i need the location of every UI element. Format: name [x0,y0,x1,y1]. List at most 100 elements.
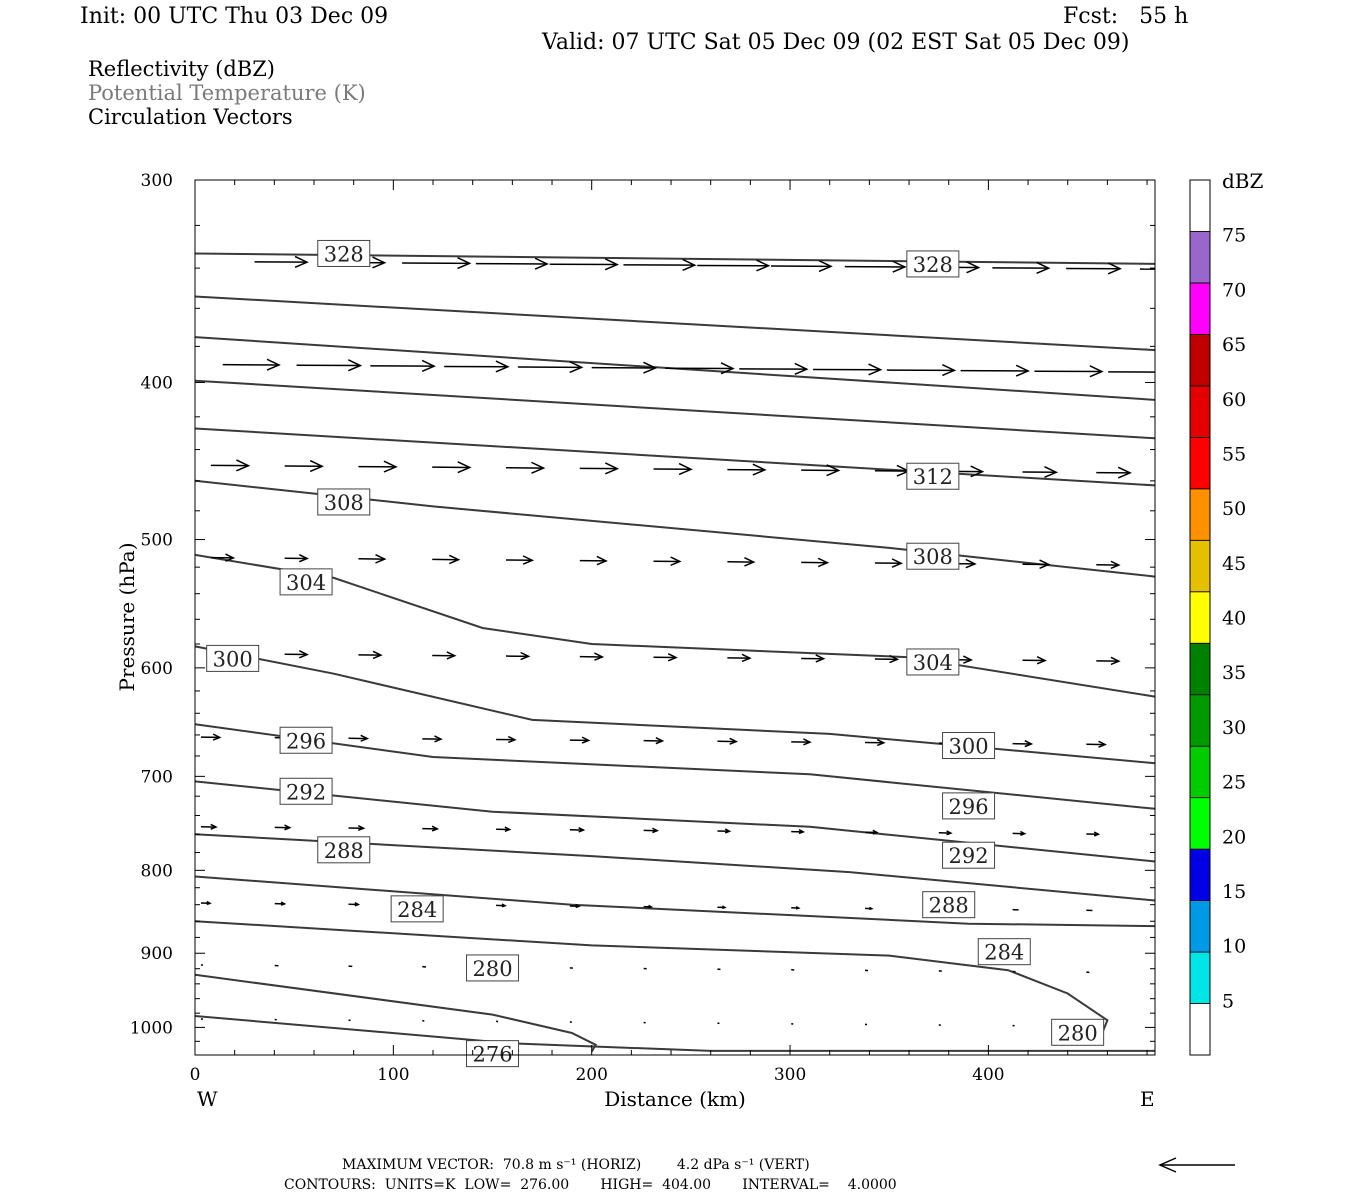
circulation-vector [697,259,771,272]
init-time: Init: 00 UTC Thu 03 Dec 09 [80,4,389,29]
circulation-vector [801,557,830,568]
circulation-vector [496,903,507,908]
contour-label-296: 296 [279,726,333,754]
circulation-vector [717,737,739,745]
y-tick-label: 400 [141,373,173,393]
svg-text:296: 296 [949,795,989,819]
circulation-vector [653,462,693,476]
contour-label-292: 292 [942,841,996,869]
contour-300 [195,645,1155,765]
colorbar-title: dBZ [1222,169,1264,193]
svg-text:288: 288 [929,894,969,918]
circulation-vector [348,902,361,907]
circulation-vector [791,738,812,746]
circulation-vector [402,256,472,270]
circulation-vector [1022,465,1059,478]
svg-text:280: 280 [472,957,512,981]
circulation-vector [960,364,1030,377]
circulation-vector [475,257,549,270]
contour-label-280: 280 [466,954,520,982]
field-label-circulation-vectors: Circulation Vectors [88,105,293,129]
circulation-vector [296,359,363,372]
contour-label-304: 304 [906,648,960,676]
svg-text:292: 292 [286,780,326,804]
circulation-vector [222,358,281,371]
colorbar-segment [1189,385,1211,438]
colorbar-segment [1189,900,1211,953]
x-tick-label: 400 [972,1065,1004,1085]
y-tick-label: 800 [141,861,173,881]
y-tick-label: 1000 [130,1018,173,1038]
circulation-vector [643,904,653,909]
svg-text:304: 304 [913,651,953,675]
colorbar-segment [1189,797,1211,850]
circulation-vector [254,255,309,268]
circulation-vector [505,651,531,661]
colorbar-segment [1189,1003,1211,1056]
svg-text:280: 280 [1058,1021,1098,1045]
reference-vector [1158,1157,1235,1173]
circulation-vector [874,464,911,477]
circulation-vector [727,653,752,663]
circulation-vector [348,734,370,742]
circulation-vector [643,737,665,745]
svg-text:304: 304 [286,571,326,595]
circulation-vector [274,824,292,831]
circulation-vector [1096,560,1121,570]
circulation-vector [770,259,833,273]
circulation-vector [801,464,841,477]
circulation-vector [579,555,608,566]
contour-label-300: 300 [206,644,260,672]
contour-284 [195,875,1155,928]
circulation-vector [284,459,324,473]
svg-text:328: 328 [913,253,953,277]
circulation-vector [422,825,440,832]
circulation-vector [727,463,767,476]
svg-text:288: 288 [324,839,364,863]
circulation-vector [1034,365,1104,378]
contour-label-328: 328 [317,239,371,267]
circulation-vector [284,553,309,563]
colorbar-segment [1189,848,1211,901]
circulation-vector [665,362,735,375]
svg-text:308: 308 [324,491,364,515]
contour-312 [195,427,1155,487]
circulation-vector [210,459,251,472]
svg-text:300: 300 [949,735,989,759]
circulation-vector [1012,740,1034,748]
contour-label-280: 280 [1051,1018,1105,1046]
colorbar-frame [1189,179,1211,1056]
circulation-vector [517,360,584,374]
circulation-vector [579,462,620,475]
colorbar-tick-label: 40 [1222,608,1246,630]
circulation-vector [992,261,1051,274]
contour-324 [195,295,1155,352]
circulation-vector [727,556,756,567]
circulation-vector [422,735,443,743]
circulation-vector [717,905,727,910]
circulation-vector [813,363,883,376]
circulation-vector [1108,371,1155,373]
colorbar-tick-label: 60 [1222,389,1246,411]
y-tick-label: 600 [141,659,173,679]
forecast-hour: Fcst: 55 h [1063,4,1189,29]
colorbar-segment [1189,539,1211,593]
circulation-vector [358,650,383,660]
y-tick-label: 300 [141,171,173,191]
circulation-vector [1022,559,1051,570]
contour-label-284: 284 [390,895,444,923]
circulation-vector [864,829,879,835]
colorbar-tick-label: 5 [1222,990,1234,1012]
contour-label-304: 304 [279,568,333,596]
colorbar-segment [1189,179,1211,232]
y-axis-label: Pressure (hPa) [115,543,139,692]
field-label-potential-temperature: Potential Temperature (K) [88,81,366,105]
contour-label-288: 288 [922,891,976,919]
contour-label-292: 292 [279,777,333,805]
contour-label-296: 296 [942,792,996,820]
colorbar-segment [1189,436,1211,490]
x-axis-label: Distance (km) [604,1087,746,1111]
east-label: E [1140,1087,1155,1111]
circulation-vector [496,826,512,833]
